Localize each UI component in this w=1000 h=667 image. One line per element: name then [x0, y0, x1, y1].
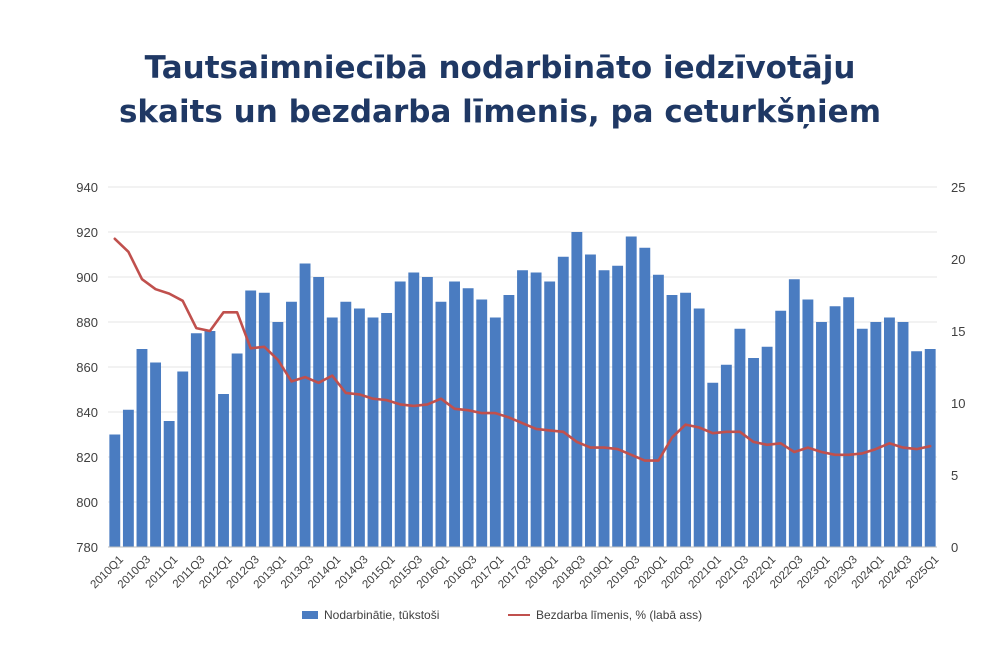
- bar: [652, 274, 664, 547]
- chart-title: Tautsaimniecībā nodarbināto iedzīvotāju …: [0, 46, 1000, 134]
- bar: [231, 353, 243, 547]
- y-left-tick-label: 860: [76, 360, 98, 375]
- bar: [367, 317, 379, 547]
- bar: [775, 310, 787, 547]
- bar: [122, 409, 134, 547]
- bar: [761, 346, 773, 547]
- bar: [408, 272, 420, 547]
- bar: [204, 331, 216, 547]
- bar: [340, 301, 352, 547]
- bar: [924, 349, 936, 547]
- bar: [517, 270, 528, 547]
- bar: [707, 382, 719, 547]
- bar: [748, 358, 759, 547]
- bar: [585, 254, 596, 547]
- bar: [353, 308, 365, 547]
- bar: [571, 232, 583, 547]
- y-right-tick-label: 25: [951, 180, 965, 195]
- bar: [218, 394, 229, 547]
- bar: [163, 421, 175, 547]
- bar: [272, 322, 284, 547]
- y-left-tick-label: 880: [76, 315, 98, 330]
- bar: [788, 279, 800, 547]
- bar: [625, 236, 637, 547]
- y-right-tick-label: 10: [951, 396, 965, 411]
- chart-title-line-2: skaits un bezdarba līmenis, pa ceturkšņi…: [118, 94, 882, 130]
- y-left-tick-label: 920: [76, 225, 98, 240]
- bar: [639, 247, 651, 547]
- bar: [734, 328, 746, 547]
- legend-bar-label: Nodarbinātie, tūkstoši: [324, 608, 440, 622]
- y-left-tick-label: 780: [76, 540, 98, 555]
- bar: [843, 297, 855, 547]
- unemployment-line: [113, 237, 932, 462]
- bar: [136, 349, 148, 547]
- bar: [177, 371, 189, 547]
- bar: [870, 322, 882, 547]
- y-left-tick-label: 800: [76, 495, 98, 510]
- bar: [612, 265, 624, 547]
- bar: [394, 281, 406, 547]
- y-right-tick-label: 0: [951, 540, 958, 555]
- bar: [476, 299, 488, 547]
- bar: [245, 290, 257, 547]
- bar: [313, 277, 325, 547]
- bar: [258, 292, 270, 547]
- bar: [856, 328, 868, 547]
- y-left-tick-label: 900: [76, 270, 98, 285]
- bar: [449, 281, 460, 547]
- bar: [503, 295, 515, 547]
- bar: [897, 322, 909, 547]
- bar: [829, 306, 841, 547]
- bar: [326, 317, 338, 547]
- bar: [190, 333, 202, 547]
- bar: [489, 317, 501, 547]
- bar: [286, 301, 297, 547]
- bar: [544, 281, 556, 547]
- legend-line-label: Bezdarba līmenis, % (labā ass): [536, 608, 703, 622]
- bar: [462, 288, 474, 547]
- bar: [883, 317, 895, 547]
- bar: [680, 292, 692, 547]
- y-right-tick-label: 15: [951, 324, 965, 339]
- chart-title-line-1: Tautsaimniecībā nodarbināto iedzīvotāju: [144, 50, 856, 86]
- bar: [109, 434, 121, 547]
- bar: [816, 322, 827, 547]
- y-left-tick-label: 820: [76, 450, 98, 465]
- bar: [299, 263, 311, 547]
- bar: [720, 364, 732, 547]
- bar: [421, 277, 433, 547]
- bar: [381, 313, 393, 547]
- legend-item-employed: Nodarbinātie, tūkstoši: [302, 608, 439, 622]
- bar: [802, 299, 814, 547]
- y-left-tick-label: 940: [76, 180, 98, 195]
- bar: [150, 362, 162, 547]
- bar: [557, 256, 569, 547]
- bar: [598, 270, 610, 547]
- bar: [666, 295, 678, 547]
- bar: [530, 272, 542, 547]
- legend-bar-swatch: [302, 611, 318, 619]
- y-left-tick-label: 840: [76, 405, 98, 420]
- y-right-tick-label: 5: [951, 468, 958, 483]
- bar: [435, 301, 447, 547]
- legend-item-unemployment: Bezdarba līmenis, % (labā ass): [508, 608, 702, 622]
- legend-line-swatch: [508, 614, 530, 616]
- y-right-tick-label: 20: [951, 252, 965, 267]
